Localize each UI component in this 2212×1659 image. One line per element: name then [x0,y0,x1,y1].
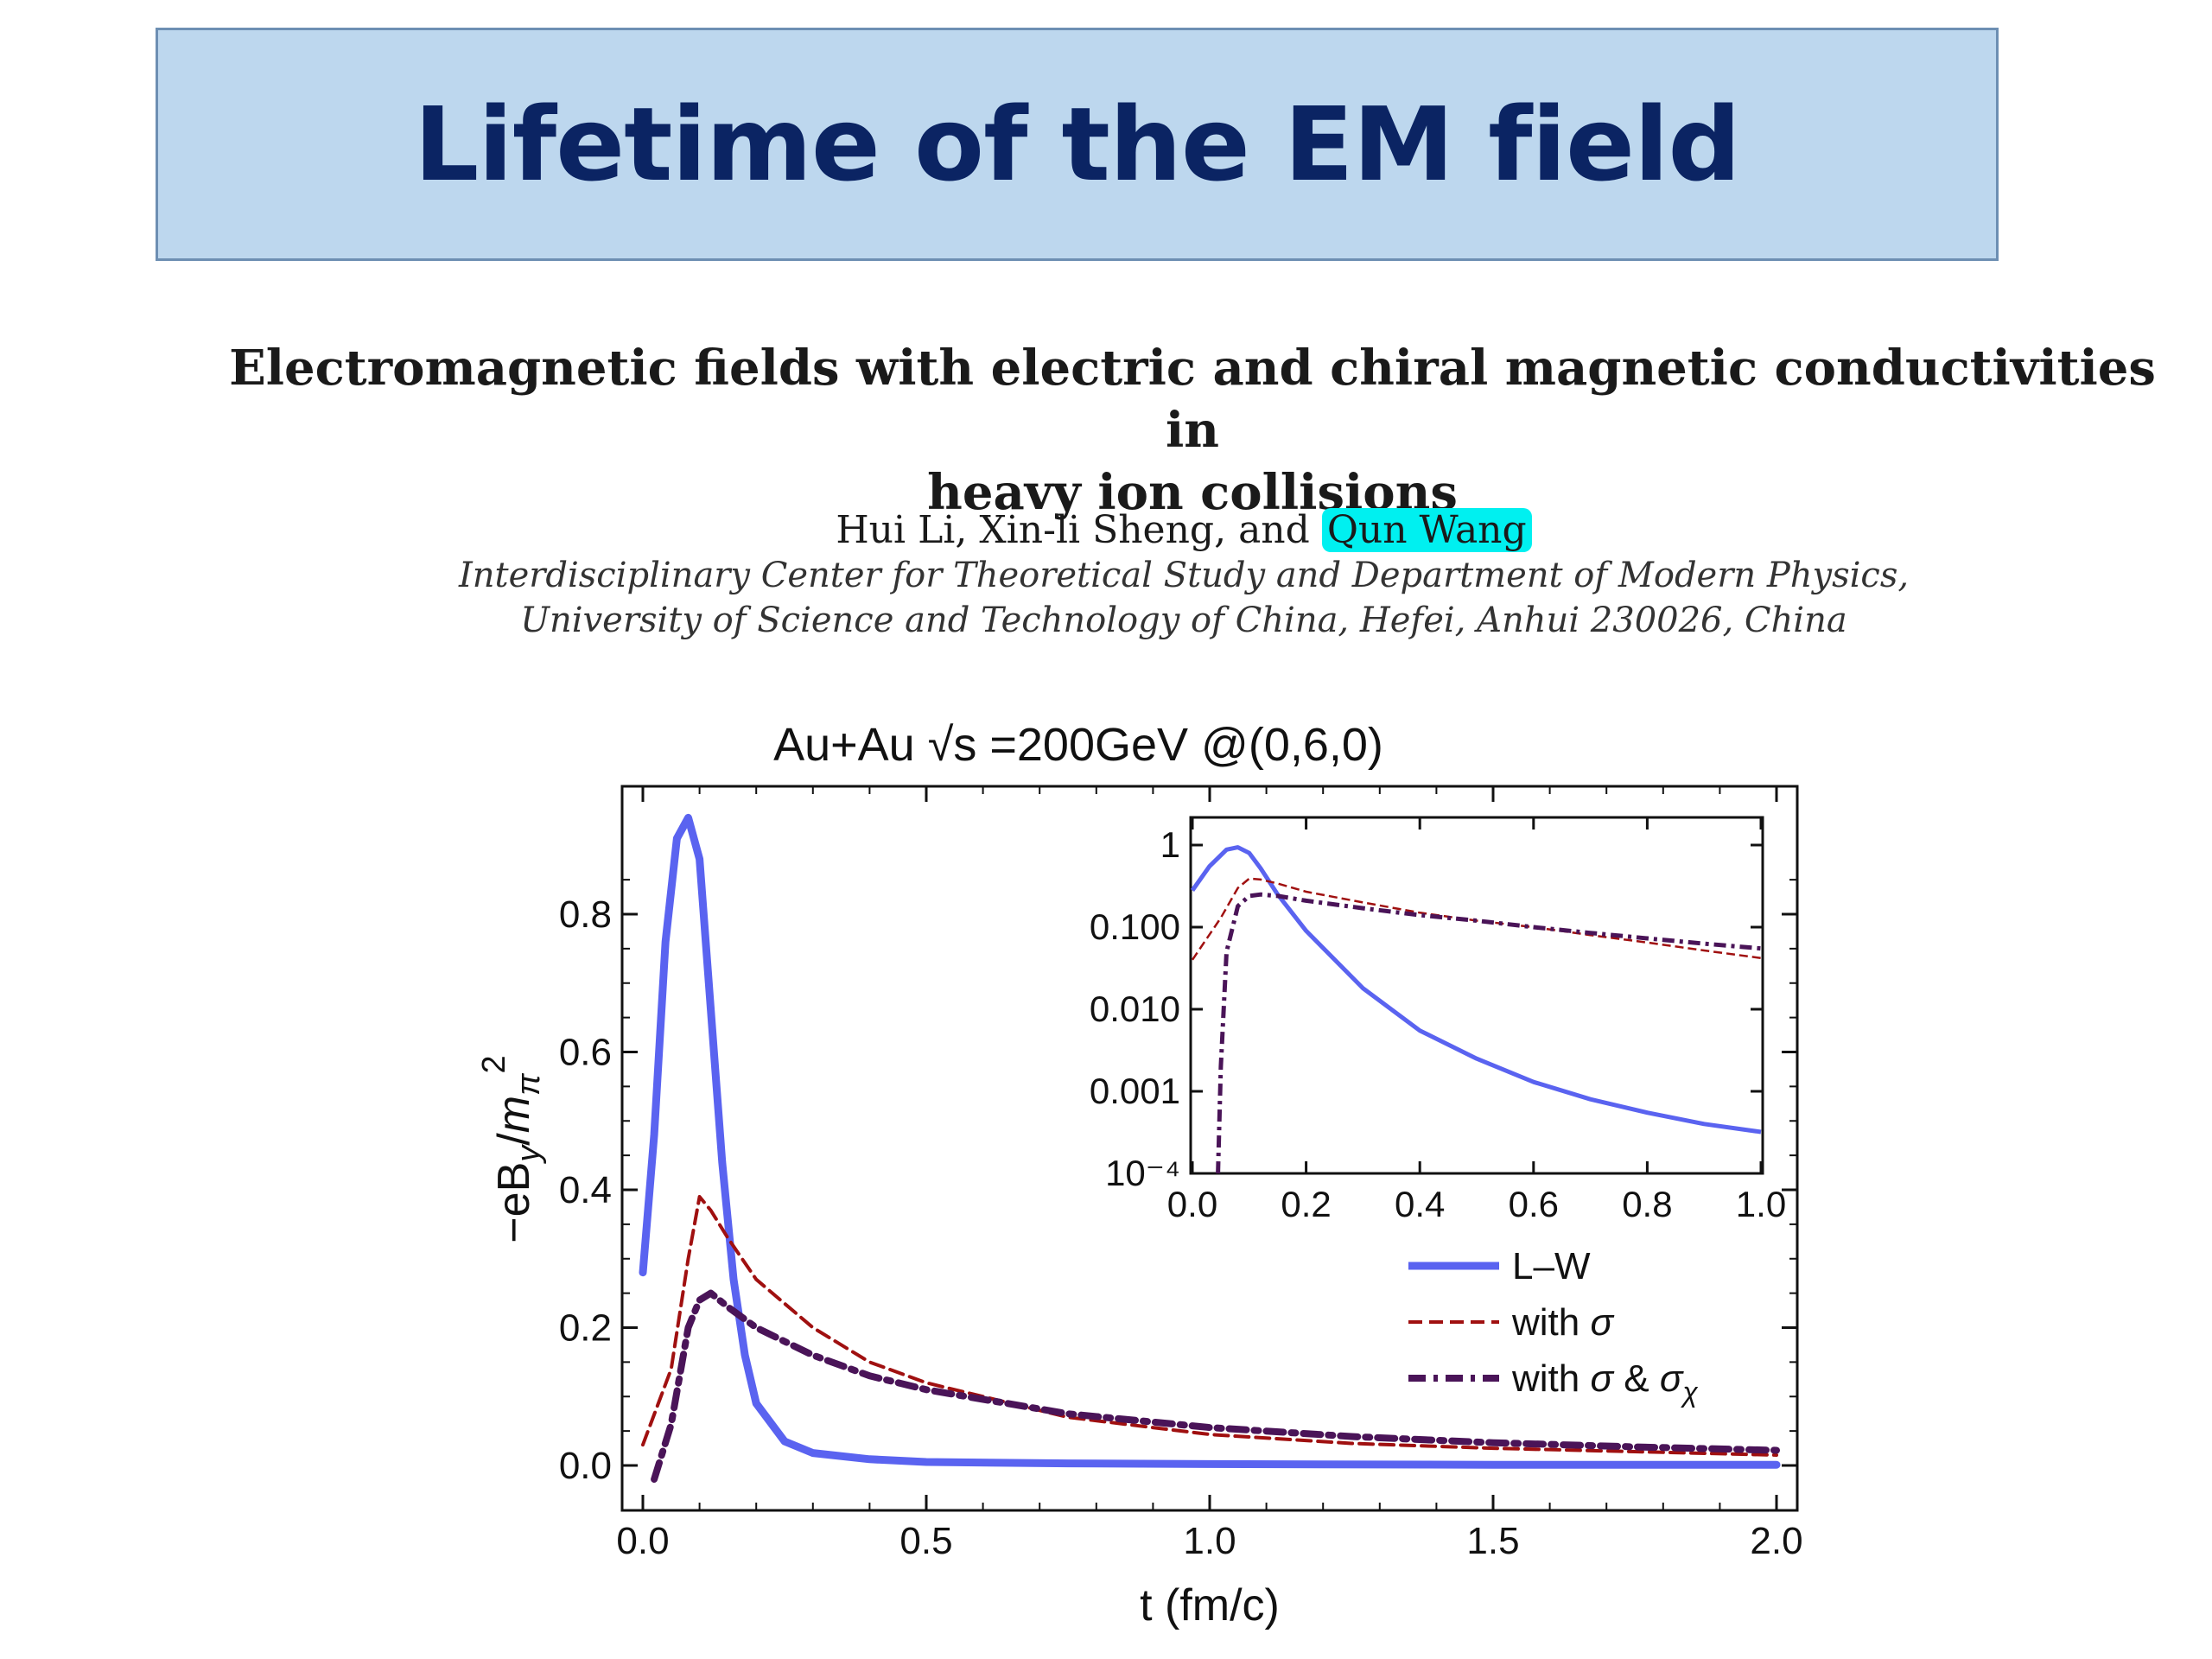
y-tick-label: 0.2 [559,1307,612,1350]
x-tick-label: 1.0 [1183,1520,1236,1562]
affiliation-line: University of Science and Technology of … [520,601,1847,640]
inset-y-tick-label: 10⁻⁴ [1105,1153,1180,1193]
slide-title: Lifetime of the EM field [414,85,1741,204]
inset-x-tick-label: 1.0 [1736,1184,1786,1224]
y-tick-label: 0.8 [559,893,612,936]
inset-x-tick-label: 0.0 [1167,1184,1217,1224]
y-axis-label: −eBy/mπ2 [476,1055,547,1243]
inset-y-tick-label: 0.001 [1090,1071,1180,1111]
inset-y-tick-label: 0.100 [1090,906,1180,947]
inset-x-tick-label: 0.8 [1622,1184,1672,1224]
x-tick-label: 0.0 [616,1520,669,1562]
inset-series-line-2 [1216,892,1762,1174]
main-series-line-1 [641,1195,1778,1457]
main-series-line-2 [651,1289,1780,1483]
chart-title: Au+Au √s =200GeV @(0,6,0) [773,719,1383,771]
x-tick-label: 1.5 [1466,1520,1519,1562]
affiliation-line: Interdisciplinary Center for Theoretical… [458,556,1910,595]
inset-x-tick-label: 0.6 [1509,1184,1559,1224]
legend-label-lw: L–W [1512,1245,1591,1287]
chart-legend: L–W with σ with σ & σχ [1408,1245,1698,1408]
main-series-line-0 [639,813,1781,1469]
title-banner: Lifetime of the EM field [156,28,1999,261]
paper-authors: Hui Li, Xin-li Sheng, and Qun Wang [259,508,2108,552]
paper-title-line: Electromagnetic fields with electric and… [229,340,2156,459]
x-tick-label: 0.5 [899,1520,952,1562]
inset-y-tick-label: 0.010 [1090,988,1180,1029]
inset-x-tick-label: 0.4 [1395,1184,1445,1224]
inset-series-line-0 [1190,845,1762,1135]
main-series [639,813,1781,1483]
authors-text: Hui Li, Xin-li Sheng, and [836,508,1310,552]
main-ticks: 0.0 0.5 1.0 1.5 2.0 0.0 0.2 0.4 0.6 0.8 [559,786,1803,1562]
x-tick-label: 2.0 [1750,1520,1802,1562]
x-axis-label: t (fm/c) [1140,1580,1280,1630]
inset-x-tick-label: 0.2 [1281,1184,1331,1224]
inset-plot-frame [1189,816,1764,1175]
inset-ticks: 0.0 0.2 0.4 0.6 0.8 1.0 1 0.100 0.010 0.001 10⁻⁴ [1090,817,1786,1224]
highlighted-author: Qun Wang [1321,508,1532,552]
paper-affiliation: Interdisciplinary Center for Theoretical… [259,553,2108,643]
legend-label-sigma-chi: with σ & σχ [1511,1357,1698,1408]
inset-series [1190,845,1762,1174]
inset-series-line-1 [1191,877,1762,961]
y-tick-label: 0.6 [559,1032,612,1074]
y-tick-label: 0.0 [559,1445,612,1487]
inset-y-tick-label: 1 [1160,824,1180,865]
paper-title: Electromagnetic fields with electric and… [199,337,2186,524]
legend-label-sigma: with σ [1511,1301,1614,1344]
y-tick-label: 0.4 [559,1169,612,1211]
